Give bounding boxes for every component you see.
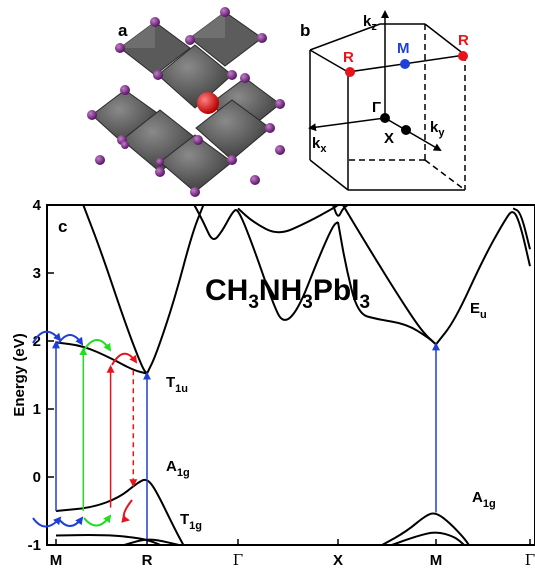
y-axis-title: Energy (eV) <box>11 333 28 416</box>
x-tick-label: R <box>142 552 153 569</box>
y-tick-label: 1 <box>33 401 41 418</box>
axis-label-kz: kz <box>363 13 377 33</box>
brillouin-zone-cube <box>308 10 466 191</box>
scatter-arrow-lower-blue <box>32 516 62 528</box>
band-line <box>237 204 339 234</box>
band-line <box>124 538 180 546</box>
y-ticks: -1 0 1 2 3 4 <box>28 197 54 554</box>
band-label-t1u: T1u <box>166 374 188 395</box>
band-line <box>337 221 437 346</box>
bz-label-r1: R <box>343 49 354 66</box>
band-label-a1g-r: A1g <box>166 458 190 479</box>
bands-group <box>55 204 531 546</box>
x-tick-label: M <box>50 552 63 569</box>
band-line <box>381 512 470 546</box>
bz-label-x: X <box>384 130 394 147</box>
panel-letter-a: a <box>118 21 128 40</box>
transitions-group <box>52 340 440 540</box>
bz-point-r2 <box>458 51 468 61</box>
y-tick-label: 2 <box>33 333 41 350</box>
scatter-arrow-lower-red <box>121 499 133 523</box>
axis-label-ky: ky <box>430 119 445 139</box>
scatter-arrow-lower-green <box>83 514 112 527</box>
panel-b: b R M R Γ X <box>300 10 469 191</box>
band-line <box>55 478 185 546</box>
bz-point-x <box>401 125 411 135</box>
bz-label-r2: R <box>458 32 469 49</box>
x-tick-label: M <box>430 552 443 569</box>
band-label-a1g-m: A1g <box>472 489 496 510</box>
band-label-eu: Eu <box>470 300 487 321</box>
band-line <box>391 531 465 546</box>
band-label-t1g: T1g <box>180 511 202 532</box>
scatter-arrow-lower-blue-2 <box>57 516 84 527</box>
bz-label-m: M <box>397 40 410 57</box>
perovskite-structure-icon <box>87 7 285 197</box>
band-line <box>55 341 148 375</box>
scatter-arrow-upper-blue-2 <box>57 334 84 346</box>
panel-a: a <box>87 7 285 197</box>
x-tick-label: X <box>333 552 343 569</box>
band-line <box>512 207 531 250</box>
x-tick-label: Γ <box>233 551 243 569</box>
scatter-arrow-upper-green <box>83 339 112 352</box>
band-line <box>82 204 148 375</box>
bz-point-gamma <box>380 113 390 123</box>
scatter-arrow-upper-blue <box>32 330 62 344</box>
material-formula: CH3NH3PbI3 <box>205 274 370 313</box>
scattering-arrows <box>32 330 138 528</box>
panel-letter-c: c <box>58 217 67 236</box>
band-line <box>435 211 531 346</box>
axis-label-kx: kx <box>312 135 327 155</box>
bz-label-gamma: Γ <box>372 99 381 116</box>
plot-frame <box>46 204 535 546</box>
band-line <box>342 204 437 346</box>
scatter-arrow-upper-red <box>111 352 138 366</box>
bz-point-r1 <box>345 67 355 77</box>
y-tick-label: 0 <box>33 469 41 486</box>
bz-point-m <box>400 59 410 69</box>
band-line <box>332 204 349 217</box>
y-tick-label: -1 <box>28 537 41 554</box>
band-line <box>193 204 339 321</box>
x-tick-label: Γ <box>525 551 535 569</box>
band-line <box>146 204 205 375</box>
y-tick-label: 3 <box>33 265 41 282</box>
panel-letter-b: b <box>300 21 310 40</box>
y-tick-label: 4 <box>33 197 42 214</box>
